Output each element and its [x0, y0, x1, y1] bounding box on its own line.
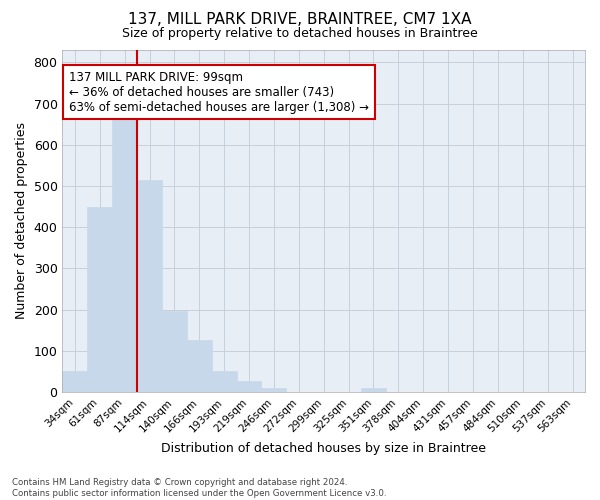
Text: 137, MILL PARK DRIVE, BRAINTREE, CM7 1XA: 137, MILL PARK DRIVE, BRAINTREE, CM7 1XA [128, 12, 472, 28]
Text: Contains HM Land Registry data © Crown copyright and database right 2024.
Contai: Contains HM Land Registry data © Crown c… [12, 478, 386, 498]
Text: Size of property relative to detached houses in Braintree: Size of property relative to detached ho… [122, 28, 478, 40]
Bar [112, 118, 137, 392]
Bar [62, 372, 88, 392]
Bar [162, 311, 187, 392]
Bar [236, 381, 262, 392]
Bar [212, 372, 236, 392]
Text: 137 MILL PARK DRIVE: 99sqm
← 36% of detached houses are smaller (743)
63% of sem: 137 MILL PARK DRIVE: 99sqm ← 36% of deta… [69, 70, 369, 114]
X-axis label: Distribution of detached houses by size in Braintree: Distribution of detached houses by size … [161, 442, 486, 455]
Bar [361, 388, 386, 392]
Bar [137, 180, 162, 392]
Bar [88, 208, 112, 392]
Bar [187, 340, 212, 392]
Bar [262, 388, 286, 392]
Y-axis label: Number of detached properties: Number of detached properties [15, 122, 28, 320]
